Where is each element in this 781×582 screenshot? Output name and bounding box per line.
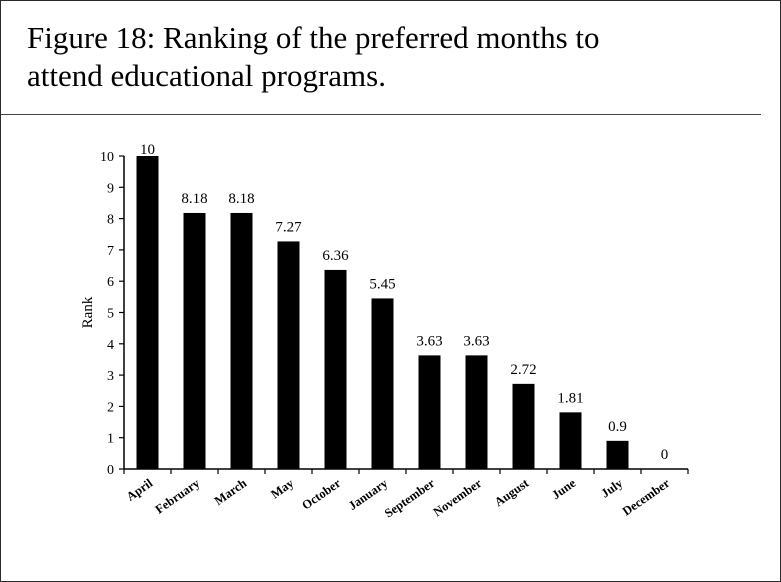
data-labels: 10 8.18 8.18 7.27 6.36 5.45 3.63 3.63 2.72 1.81 0.…: [140, 142, 668, 463]
category-label-august: August: [492, 476, 532, 510]
bar-april: [136, 156, 159, 469]
bar-july: [606, 440, 629, 469]
y-tick-label: 0: [107, 463, 114, 478]
y-tick-label: 2: [107, 400, 114, 415]
data-label-april: 10: [140, 142, 155, 158]
caption-divider: [1, 114, 761, 115]
category-label-october: October: [299, 476, 343, 513]
y-axis-title: Rank: [80, 296, 96, 328]
category-label-july: July: [598, 476, 625, 501]
y-tick-label: 4: [107, 338, 114, 353]
data-label-august: 2.72: [510, 362, 536, 378]
category-label-november: November: [431, 476, 485, 520]
data-label-november: 3.63: [463, 333, 489, 349]
caption-line-2: attend educational programs.: [27, 58, 386, 93]
category-label-june: June: [549, 476, 578, 502]
category-label-may: May: [268, 476, 297, 502]
data-label-september: 3.63: [416, 333, 442, 349]
bar-june: [559, 412, 582, 469]
category-label-april: April: [124, 476, 156, 504]
data-label-may: 7.27: [275, 219, 302, 235]
bar-august: [512, 383, 535, 469]
bar-may: [277, 241, 300, 469]
y-tick-label: 1: [107, 432, 114, 447]
y-axis-ticks: 0 1 2 3 4 5 6 7 8 9 10: [100, 150, 689, 478]
data-label-october: 6.36: [322, 248, 349, 264]
category-label-march: March: [212, 476, 249, 508]
data-label-june: 1.81: [557, 390, 583, 406]
data-label-march: 8.18: [228, 191, 254, 207]
data-label-february: 8.18: [181, 191, 207, 207]
category-label-february: February: [153, 476, 203, 517]
y-tick-label: 8: [107, 213, 114, 228]
data-label-december: 0: [661, 447, 669, 463]
y-tick-label: 5: [107, 307, 114, 322]
bar-february: [183, 212, 206, 469]
y-tick-label: 6: [107, 275, 114, 290]
bar-september: [418, 355, 441, 469]
data-label-july: 0.9: [608, 419, 627, 435]
category-label-december: December: [620, 476, 673, 519]
bar-november: [465, 355, 488, 469]
category-label-september: September: [382, 476, 438, 521]
bar-january: [371, 298, 394, 469]
caption-line-1: Figure 18: Ranking of the preferred mont…: [27, 20, 600, 55]
data-label-january: 5.45: [369, 276, 395, 292]
figure-caption: Figure 18: Ranking of the preferred mont…: [27, 19, 727, 95]
y-tick-label: 10: [100, 150, 114, 165]
bar-march: [230, 212, 253, 469]
bar-october: [324, 269, 347, 469]
bars: [136, 156, 629, 469]
y-tick-label: 3: [107, 369, 114, 384]
y-tick-label: 7: [107, 244, 114, 259]
y-tick-label: 9: [107, 181, 114, 196]
